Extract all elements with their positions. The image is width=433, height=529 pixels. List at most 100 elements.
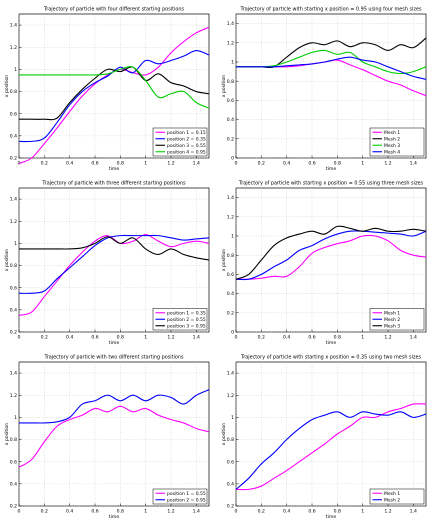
y-tick-label: 0.2 (10, 504, 17, 510)
x-tick-label: 1.4 (193, 161, 200, 167)
x-tick-label: 1 (144, 161, 147, 167)
x-tick-label: 1.4 (193, 509, 200, 515)
x-tick-label: 0 (235, 509, 238, 515)
y-tick-label: 1.4 (10, 23, 17, 29)
chart-title: Trajectory of particle with starting x p… (238, 181, 424, 187)
legend-entry: Mesh 3 (384, 323, 400, 329)
series-line-2 (235, 230, 427, 281)
x-tick-label: 0.2 (41, 161, 48, 167)
x-tick-label: 0.8 (334, 335, 341, 341)
x-axis-label: time (326, 340, 337, 346)
chart-panel-1: 0 0.2 0.4 0.6 0.8 1 1.2 1.40.20.40.60.811.21.4T… (4, 7, 210, 172)
y-tick-label: 1.2 (227, 40, 234, 46)
x-tick-label: 1.2 (384, 509, 391, 515)
plot-frame (235, 187, 427, 333)
y-axis-label: x position (221, 423, 227, 445)
series-line-2 (19, 389, 210, 424)
legend-entry: Mesh 1 (384, 491, 400, 497)
series-line-1 (235, 403, 427, 491)
y-axis-label: x position (4, 75, 10, 97)
chart-title: Trajectory of particle with four differe… (43, 7, 184, 13)
y-axis-label: x position (221, 75, 227, 97)
x-tick-label: 0.6 (91, 335, 98, 341)
y-tick-label: 1.4 (227, 195, 234, 201)
y-tick-label: 1.2 (227, 214, 234, 220)
x-tick-label: 0.6 (308, 335, 315, 341)
x-tick-label: 1.2 (167, 161, 174, 167)
legend-entry: Mesh 2 (384, 497, 400, 503)
y-tick-label: 0.2 (10, 156, 17, 162)
y-tick-label: 0.6 (227, 98, 234, 104)
x-tick-label: 1 (361, 161, 364, 167)
y-tick-label: 1 (14, 241, 17, 247)
series-line-3 (235, 225, 427, 280)
legend-entry: Mesh 1 (384, 130, 400, 136)
x-tick-label: 0.4 (66, 161, 73, 167)
series-line-2 (235, 411, 427, 490)
legend-box (152, 488, 208, 505)
x-tick-label: 0 (18, 509, 21, 515)
plot-frame (18, 361, 210, 507)
x-tick-label: 0.2 (41, 509, 48, 515)
legend-entry: position 2 = 0.95 (167, 497, 206, 503)
y-tick-label: 1.4 (10, 197, 17, 203)
x-tick-label: 0 (235, 335, 238, 341)
x-tick-label: 1 (144, 335, 147, 341)
y-tick-label: 1.2 (10, 219, 17, 225)
legend-entry: position 2 = 0.55 (167, 317, 206, 323)
chart-panel-2: 0 0.2 0.4 0.6 0.8 1 1.2 1.4 0 0.2 0.4 0.6 0.8 1 1.2 1.4… (221, 7, 427, 172)
chart-panel-5: 0 0.2 0.4 0.6 0.8 1 1.2 1.40.20.40.60.811.21.4T… (4, 355, 210, 520)
series-line-1 (235, 234, 427, 280)
x-tick-label: 0.8 (117, 509, 124, 515)
y-tick-label: 0 (231, 330, 234, 336)
y-tick-label: 0.8 (227, 437, 234, 443)
y-tick-label: 0.6 (10, 459, 17, 465)
x-tick-label: 0.2 (41, 335, 48, 341)
y-tick-label: 0.2 (227, 310, 234, 316)
y-tick-label: 0.4 (10, 307, 17, 313)
y-tick-label: 0.8 (227, 253, 234, 259)
y-tick-label: 0.4 (227, 291, 234, 297)
x-tick-label: 0 (18, 335, 21, 341)
x-tick-label: 0.4 (283, 509, 290, 515)
x-tick-label: 1.2 (167, 509, 174, 515)
x-tick-label: 0.8 (117, 161, 124, 167)
x-tick-label: 1.4 (410, 161, 417, 167)
chart-panel-6: 0 0.2 0.4 0.6 0.8 1 1.2 1.40.20.40.60.811.21.4T… (221, 355, 427, 520)
x-tick-label: 0.2 (258, 335, 265, 341)
y-tick-label: 1 (14, 415, 17, 421)
y-tick-label: 1.2 (227, 393, 234, 399)
x-tick-label: 0 (235, 161, 238, 167)
chart-panel-3: 0 0.2 0.4 0.6 0.8 1 1.2 1.40.20.40.60.811.21.4T… (4, 181, 210, 346)
y-tick-label: 0.2 (227, 504, 234, 510)
series-line-2 (18, 234, 210, 294)
y-tick-label: 1.2 (10, 393, 17, 399)
legend-entry: Mesh 2 (384, 317, 400, 323)
legend-entry: Mesh 2 (384, 136, 400, 142)
y-tick-label: 0.8 (10, 263, 17, 269)
y-tick-label: 0.6 (10, 111, 17, 117)
legend-entry: position 4 = 0.95 (167, 149, 206, 155)
y-axis-label: x position (221, 249, 227, 271)
x-tick-label: 0.8 (334, 161, 341, 167)
x-axis-label: time (326, 166, 337, 172)
x-tick-label: 1.4 (410, 509, 417, 515)
series-line-3 (19, 66, 210, 121)
y-tick-label: 1 (231, 60, 234, 66)
x-tick-label: 1 (361, 335, 364, 341)
y-tick-label: 0.4 (227, 481, 234, 487)
chart-title: Trajectory of particle with two differen… (43, 355, 184, 361)
legend-box (152, 308, 208, 331)
x-tick-label: 0.4 (66, 335, 73, 341)
x-axis-label: time (109, 166, 120, 172)
x-tick-label: 1.2 (167, 335, 174, 341)
y-axis-label: x position (4, 423, 10, 445)
legend-box (369, 488, 425, 505)
legend-entry: position 3 = 0.95 (167, 323, 206, 329)
x-tick-label: 1 (144, 509, 147, 515)
